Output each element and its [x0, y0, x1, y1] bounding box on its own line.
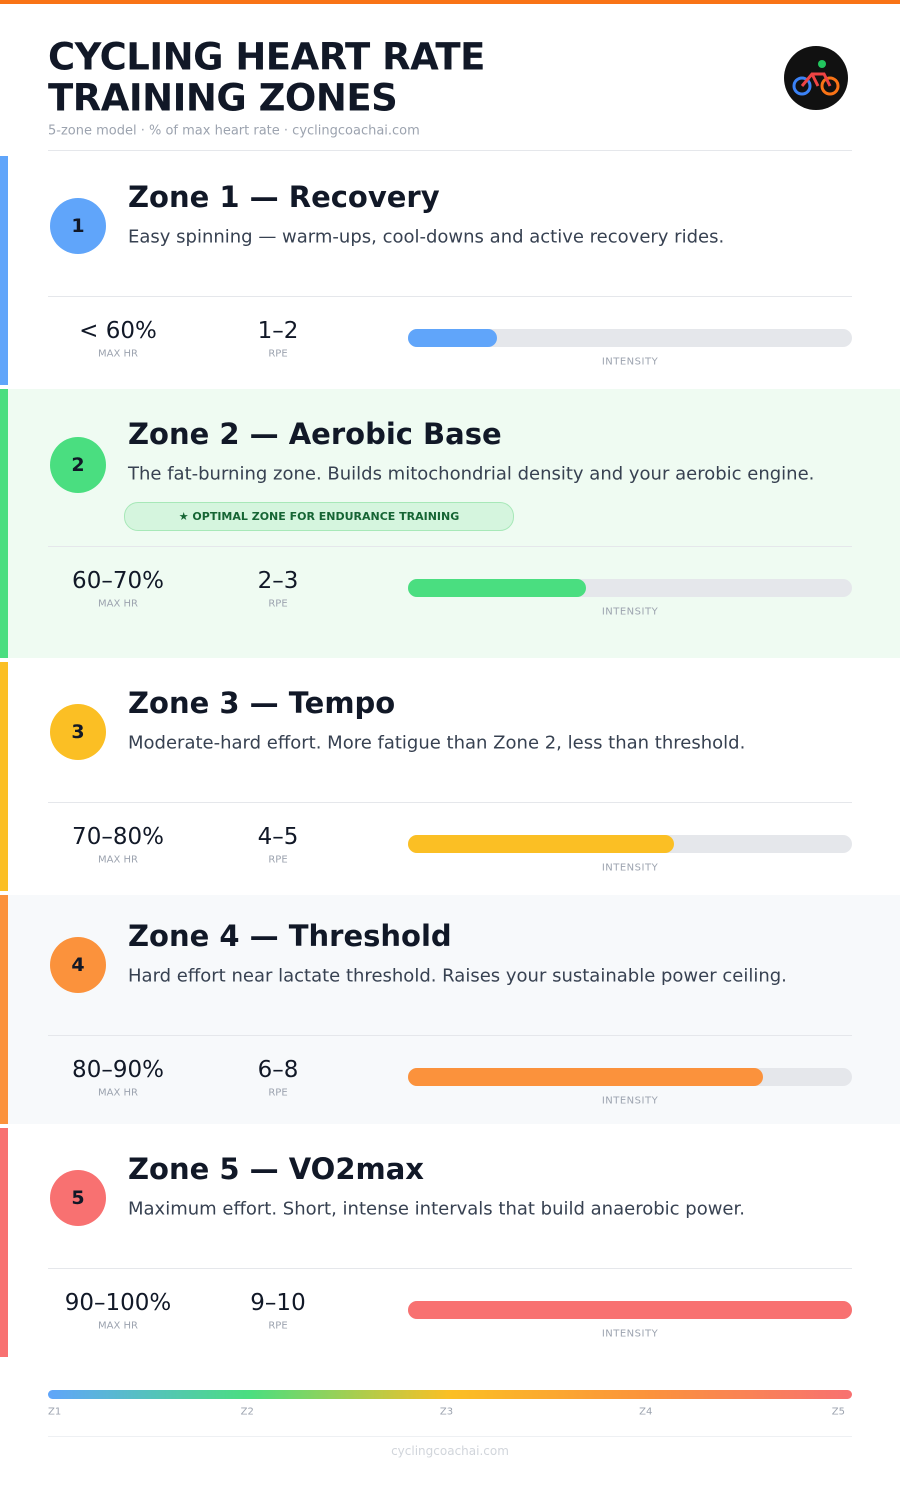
logo [784, 46, 848, 110]
intensity-label: INTENSITY [601, 356, 659, 368]
top-accent [0, 0, 900, 4]
divider [48, 802, 852, 803]
rpe-value: 2–3 [257, 568, 299, 594]
rpe-label: RPE [268, 854, 288, 866]
zone-number: 5 [50, 1170, 106, 1226]
zone-description: Easy spinning — warm-ups, cool-downs and… [128, 226, 725, 248]
intensity-bar [408, 1301, 852, 1319]
hr-value: < 60% [79, 318, 157, 344]
zone-title: Zone 2 — Aerobic Base [128, 417, 502, 451]
title-line: TRAINING ZONES [48, 76, 398, 120]
hr-value: 80–90% [72, 1057, 164, 1083]
hr-value: 70–80% [72, 824, 164, 850]
hr-value: 60–70% [72, 568, 164, 594]
hr-value: 90–100% [64, 1290, 172, 1316]
zone-description: The fat-burning zone. Builds mitochondri… [128, 463, 815, 485]
intensity-track [408, 329, 852, 347]
intensity-bar [408, 329, 497, 347]
zone-accent [0, 389, 8, 658]
zone-accent [0, 895, 8, 1124]
rpe-value: 9–10 [250, 1290, 306, 1316]
zone-title: Zone 4 — Threshold [128, 919, 452, 953]
hr-label: MAX HR [98, 854, 138, 866]
zone-description: Moderate-hard effort. More fatigue than … [128, 732, 746, 754]
hr-label: MAX HR [98, 1320, 138, 1332]
intensity-label: INTENSITY [601, 1095, 659, 1107]
intensity-bar [408, 1068, 764, 1086]
scale-label: Z2 [240, 1406, 254, 1418]
zone-title: Zone 3 — Tempo [128, 686, 396, 720]
scale-label: Z4 [639, 1406, 653, 1418]
zone-accent [0, 1128, 8, 1357]
hr-label: MAX HR [98, 348, 138, 360]
footer: cyclingcoachai.com [391, 1444, 509, 1458]
zone-description: Hard effort near lactate threshold. Rais… [128, 965, 787, 987]
intensity-label: INTENSITY [601, 862, 659, 874]
subtitle: 5-zone model · % of max heart rate · cyc… [48, 123, 420, 139]
divider [48, 1035, 852, 1036]
scale-label: Z3 [439, 1406, 454, 1418]
hr-label: MAX HR [98, 598, 138, 610]
rpe-label: RPE [268, 598, 288, 610]
zone-accent [0, 662, 8, 891]
rpe-label: RPE [268, 1087, 288, 1099]
scale-label: Z1 [48, 1406, 62, 1418]
divider [48, 1268, 852, 1269]
divider [48, 296, 852, 297]
zone-number: 4 [50, 937, 106, 993]
zone-description: Maximum effort. Short, intense intervals… [128, 1198, 745, 1220]
zone-number: 1 [50, 198, 106, 254]
zone-title: Zone 1 — Recovery [128, 180, 440, 214]
rpe-value: 1–2 [257, 318, 299, 344]
intensity-bar [408, 579, 586, 597]
intensity-scale [48, 1390, 852, 1399]
title-line: CYCLING HEART RATE [48, 35, 485, 79]
intensity-label: INTENSITY [601, 606, 659, 618]
rpe-value: 6–8 [257, 1057, 299, 1083]
intensity-label: INTENSITY [601, 1328, 659, 1340]
intensity-bar [408, 835, 675, 853]
rpe-value: 4–5 [257, 824, 299, 850]
zone-title: Zone 5 — VO2max [128, 1152, 424, 1186]
zone-accent [0, 156, 8, 385]
zone-number: 2 [50, 437, 106, 493]
zone-badge: ★ OPTIMAL ZONE FOR ENDURANCE TRAINING [124, 502, 514, 531]
zone-number: 3 [50, 704, 106, 760]
scale-label: Z5 [831, 1406, 845, 1418]
divider [48, 546, 852, 547]
divider [48, 150, 852, 151]
divider [48, 1436, 852, 1437]
rpe-label: RPE [268, 1320, 288, 1332]
rpe-label: RPE [268, 348, 288, 360]
hr-label: MAX HR [98, 1087, 138, 1099]
